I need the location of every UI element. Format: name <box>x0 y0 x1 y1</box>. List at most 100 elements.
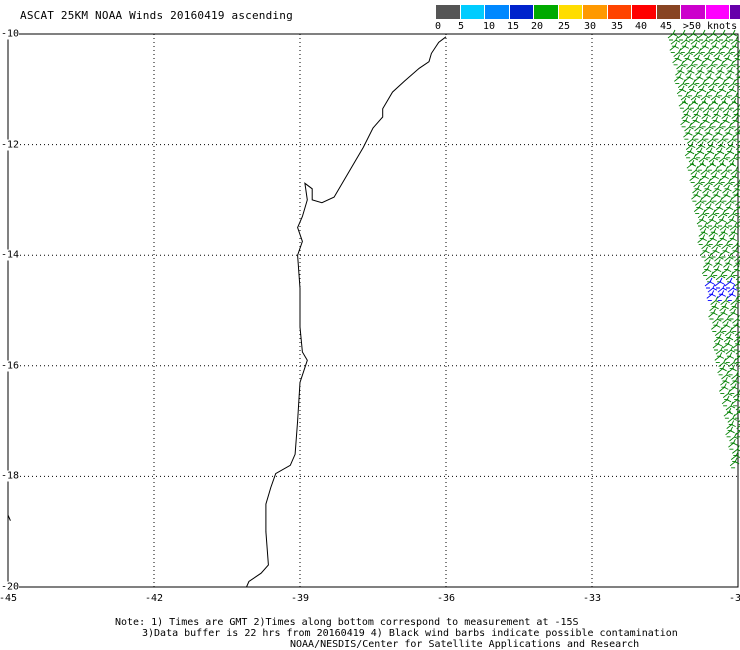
latitude-label: -10 <box>1 28 20 40</box>
wind-barb <box>734 280 740 289</box>
wind-barb <box>708 153 719 165</box>
wind-barb <box>726 290 737 301</box>
map-frame <box>7 33 739 588</box>
wind-barb <box>712 339 723 351</box>
wind-barb <box>727 29 738 41</box>
wind-barb <box>694 147 705 159</box>
wind-barb <box>730 116 740 128</box>
scale-swatch <box>485 5 510 19</box>
wind-barb <box>674 73 684 84</box>
wind-barb <box>697 234 707 246</box>
wind-barb <box>719 383 729 394</box>
wind-barb <box>710 116 720 128</box>
longitude-label: -42 <box>144 593 164 604</box>
wind-barb <box>725 401 736 413</box>
scale-label: 40 <box>634 21 648 32</box>
wind-barb <box>704 73 714 84</box>
wind-barb <box>706 159 717 171</box>
wind-barb <box>729 457 740 469</box>
wind-barb <box>736 221 740 227</box>
scale-label: 35 <box>610 21 624 32</box>
scale-swatch <box>632 5 657 19</box>
wind-barb <box>734 150 740 159</box>
scale-swatch <box>607 5 632 19</box>
wind-barb <box>703 128 713 140</box>
latitude-label: -12 <box>1 139 20 151</box>
wind-barb <box>683 128 693 140</box>
wind-barb <box>701 265 712 277</box>
latitude-label: -14 <box>1 249 20 261</box>
scale-swatch <box>534 5 559 19</box>
wind-barb <box>723 128 733 140</box>
wind-barb <box>706 290 717 301</box>
wind-barb <box>712 54 722 66</box>
wind-barb <box>676 85 687 97</box>
wind-barb <box>733 128 740 140</box>
wind-barb <box>716 159 727 171</box>
wind-barb <box>714 73 724 84</box>
wind-barb <box>726 215 737 227</box>
wind-barb <box>717 364 727 376</box>
wind-barb <box>737 140 740 146</box>
wind-barb <box>707 29 718 41</box>
wind-barb <box>719 42 730 53</box>
longitude-label: -45 <box>0 593 18 604</box>
note-line-3: NOAA/NESDIS/Center for Satellite Applica… <box>290 639 640 650</box>
wind-barb <box>696 215 707 227</box>
wind-barb <box>731 190 740 202</box>
scale-label: 10 <box>482 21 496 32</box>
latitude-label: -16 <box>1 360 20 372</box>
wind-barb <box>732 389 740 401</box>
wind-barb <box>700 91 711 103</box>
wind-barb <box>711 265 722 277</box>
scale-swatch <box>460 5 485 19</box>
wind-barb <box>720 91 731 103</box>
wind-barb <box>707 234 717 246</box>
wind-barb <box>721 395 732 407</box>
wind-barb <box>717 29 728 41</box>
wind-barb <box>667 29 678 41</box>
wind-barb <box>704 277 715 289</box>
wind-barb <box>713 128 723 140</box>
wind-barb <box>718 153 729 165</box>
wind-barb <box>709 172 719 184</box>
note-line-2: 3)Data buffer is 22 hrs from 20160419 4)… <box>142 628 678 639</box>
wind-barb <box>727 364 737 376</box>
island-path <box>7 514 11 521</box>
wind-barb <box>693 128 703 140</box>
wind-barb <box>714 147 725 159</box>
wind-barb <box>684 73 694 84</box>
wind-barb <box>689 172 699 184</box>
wind-barb <box>686 85 697 97</box>
wind-barb <box>735 276 740 283</box>
wind-barb <box>708 308 718 320</box>
wind-barb <box>701 190 711 202</box>
wind-barb <box>728 438 738 450</box>
scale-label: 45 <box>659 21 673 32</box>
wind-barb <box>697 29 708 41</box>
wind-barb <box>704 147 715 159</box>
wind-barb <box>693 203 704 215</box>
wind-barb <box>732 314 740 326</box>
wind-barb <box>737 420 740 425</box>
wind-barb <box>710 91 721 103</box>
wind-barb <box>684 147 695 159</box>
scale-swatch <box>656 5 681 19</box>
wind-barb <box>729 42 740 53</box>
longitude-label: -33 <box>582 593 602 604</box>
wind-barb <box>728 97 739 109</box>
wind-barb <box>730 91 740 103</box>
wind-barb <box>719 172 729 184</box>
wind-barb <box>722 339 733 351</box>
wind-barb <box>733 48 740 60</box>
wind-barb <box>709 42 720 53</box>
wind-barb <box>726 85 737 97</box>
wind-barb <box>732 104 740 115</box>
scale-label: >50 knots <box>682 21 738 32</box>
wind-barb <box>728 308 738 320</box>
wind-barb <box>724 352 735 363</box>
scale-label: 25 <box>557 21 571 32</box>
wind-barb <box>716 85 727 97</box>
wind-barb <box>708 97 719 109</box>
